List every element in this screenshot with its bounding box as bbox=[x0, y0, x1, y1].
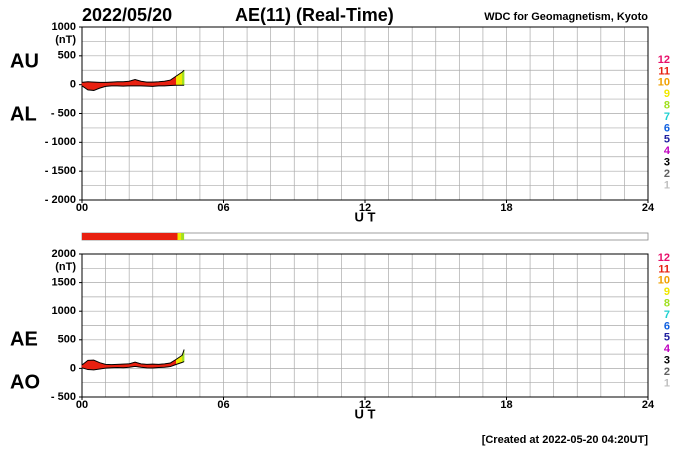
legend-count: 4 bbox=[664, 343, 671, 355]
y-tick-label: 1000 bbox=[52, 21, 76, 33]
legend-count: 2 bbox=[664, 168, 670, 180]
band-fill bbox=[181, 69, 185, 86]
legend-count: 1 bbox=[664, 377, 670, 389]
legend-count: 1 bbox=[664, 179, 670, 191]
legend-count: 4 bbox=[664, 145, 671, 157]
legend-count: 8 bbox=[664, 298, 670, 310]
legend-count: 5 bbox=[664, 332, 670, 344]
x-tick-label: 12 bbox=[359, 202, 371, 214]
y-tick-label: 0 bbox=[70, 79, 76, 91]
legend-count: 6 bbox=[664, 122, 670, 134]
legend-count: 9 bbox=[664, 88, 670, 100]
series-line bbox=[81, 361, 185, 371]
y-tick-label: - 1000 bbox=[45, 136, 76, 148]
legend-count: 11 bbox=[658, 65, 670, 77]
unit-label: (nT) bbox=[55, 261, 76, 273]
legend-count: 3 bbox=[664, 355, 670, 367]
x-tick-label: 06 bbox=[217, 399, 229, 411]
chart-title: AE(11) (Real-Time) bbox=[235, 5, 394, 25]
legend-count: 7 bbox=[664, 309, 670, 321]
x-tick-label: 06 bbox=[217, 202, 229, 214]
series-line bbox=[81, 84, 185, 91]
y-tick-label: 0 bbox=[70, 362, 76, 374]
legend-count: 3 bbox=[664, 157, 670, 169]
x-axis-label: U T bbox=[355, 209, 376, 224]
legend-count: 12 bbox=[658, 54, 670, 66]
legend-count: 9 bbox=[664, 286, 670, 298]
legend-count: 11 bbox=[658, 263, 670, 275]
y-tick-label: 1000 bbox=[52, 305, 76, 317]
y-tick-label: - 500 bbox=[51, 107, 76, 119]
legend-count: 12 bbox=[658, 252, 670, 264]
x-tick-label: 24 bbox=[642, 399, 655, 411]
station-bar-segment bbox=[181, 233, 185, 240]
legend-count: 6 bbox=[664, 320, 670, 332]
legend-count: 7 bbox=[664, 111, 670, 123]
legend-count: 10 bbox=[658, 275, 670, 287]
series-label: AO bbox=[10, 371, 40, 393]
y-tick-label: - 500 bbox=[51, 391, 76, 403]
y-tick-label: 500 bbox=[58, 334, 76, 346]
x-tick-label: 18 bbox=[500, 399, 512, 411]
legend-count: 5 bbox=[664, 134, 670, 146]
y-tick-label: 500 bbox=[58, 50, 76, 62]
x-axis-label: U T bbox=[355, 406, 376, 421]
y-tick-label: 1500 bbox=[52, 277, 76, 289]
station-bar-segment bbox=[177, 233, 182, 240]
footer: [Created at 2022-05-20 04:20UT] bbox=[482, 434, 649, 446]
station-bar-segment bbox=[82, 233, 178, 240]
series-line bbox=[81, 349, 185, 366]
y-tick-label: 2000 bbox=[52, 248, 76, 260]
date: 2022/05/20 bbox=[82, 5, 172, 25]
series-label: AL bbox=[10, 103, 37, 125]
legend-count: 10 bbox=[658, 77, 670, 89]
y-tick-label: - 2000 bbox=[45, 194, 76, 206]
legend-count: 2 bbox=[664, 366, 670, 378]
series-label: AU bbox=[10, 50, 39, 72]
x-tick-label: 00 bbox=[76, 202, 88, 214]
band-fill bbox=[87, 359, 95, 371]
unit-label: (nT) bbox=[55, 34, 76, 46]
legend-count: 8 bbox=[664, 100, 670, 112]
x-tick-label: 24 bbox=[642, 202, 655, 214]
series-label: AE bbox=[10, 328, 38, 350]
band-fill bbox=[87, 81, 95, 91]
x-tick-label: 12 bbox=[359, 399, 371, 411]
y-tick-label: - 1500 bbox=[45, 165, 76, 177]
series-line bbox=[81, 69, 185, 83]
source: WDC for Geomagnetism, Kyoto bbox=[484, 11, 648, 23]
x-tick-label: 18 bbox=[500, 202, 512, 214]
x-tick-label: 00 bbox=[76, 399, 88, 411]
